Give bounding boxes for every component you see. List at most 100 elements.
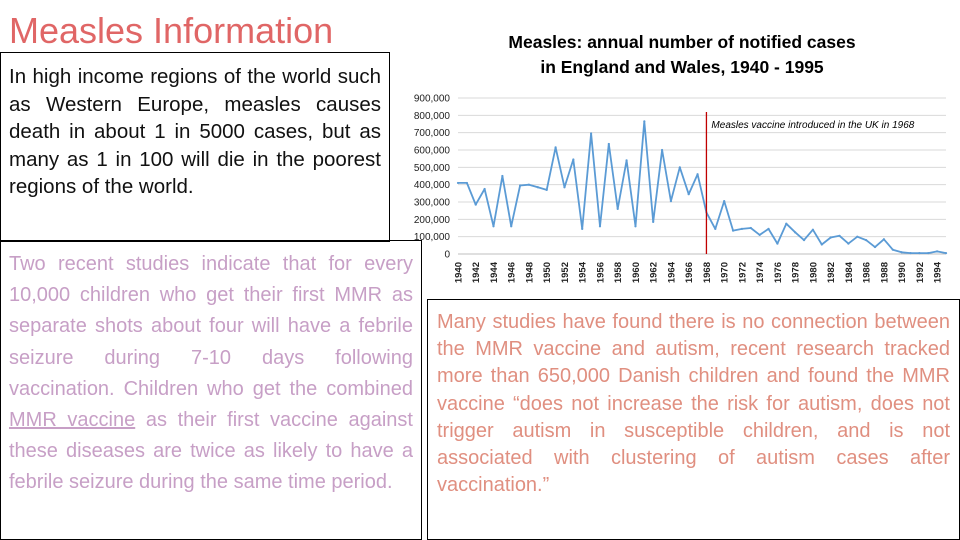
data-point (731, 229, 735, 232)
x-tick-label: 1968 (702, 262, 713, 283)
y-tick-label: 900,000 (414, 94, 451, 105)
data-point (634, 225, 637, 228)
death-rate-text: In high income regions of the world such… (9, 65, 381, 199)
x-tick-label: 1980 (808, 262, 819, 283)
data-point (687, 193, 690, 196)
data-point (492, 225, 495, 228)
febrile-seizure-textbox: Two recent studies indicate that for eve… (0, 240, 422, 540)
y-tick-label: 600,000 (414, 146, 451, 157)
mmr-vaccine-link[interactable]: MMR vaccine (9, 409, 136, 432)
autism-textbox: Many studies have found there is no conn… (427, 299, 960, 540)
data-point (519, 184, 522, 187)
y-tick-label: 700,000 (414, 128, 451, 139)
x-tick-label: 1944 (489, 261, 500, 283)
x-tick-label: 1956 (595, 262, 606, 283)
data-point (589, 132, 593, 135)
seizure-text-end: as their first vaccine against these dis… (9, 409, 413, 494)
cases-series-line (458, 120, 947, 255)
x-tick-label: 1942 (471, 262, 482, 283)
data-point (900, 251, 903, 254)
data-point (856, 235, 859, 238)
data-point (652, 220, 655, 224)
data-point (616, 207, 619, 211)
y-tick-label: 400,000 (414, 180, 451, 191)
data-point (572, 158, 575, 161)
data-point (501, 174, 504, 178)
data-point (829, 236, 832, 239)
data-point (927, 252, 930, 255)
y-tick-label: 800,000 (414, 111, 451, 122)
data-point (802, 239, 806, 242)
x-tick-label: 1986 (862, 262, 873, 283)
data-point (936, 250, 939, 253)
data-point (607, 142, 610, 146)
y-tick-label: 500,000 (414, 163, 451, 174)
seizure-text-start: Two recent studies indicate that for eve… (9, 253, 413, 400)
x-tick-label: 1988 (879, 262, 890, 283)
data-point (740, 227, 744, 230)
data-point (882, 238, 885, 241)
x-tick-label: 1974 (755, 261, 766, 283)
data-point (838, 234, 841, 237)
x-tick-label: 1966 (684, 262, 695, 283)
chart-title-line: in England and Wales, 1940 - 1995 (540, 57, 824, 77)
data-point (465, 181, 468, 185)
x-tick-label: 1950 (542, 262, 553, 283)
data-point (554, 146, 557, 149)
data-point (873, 245, 877, 249)
x-tick-label: 1982 (826, 262, 837, 283)
measles-chart: Measles: annual number of notified cases… (396, 26, 960, 296)
x-tick-label: 1954 (578, 261, 589, 283)
slide-title: Measles Information (9, 10, 334, 51)
data-point (643, 120, 646, 123)
data-point (536, 186, 539, 189)
data-point (563, 186, 566, 189)
data-point (767, 227, 770, 230)
x-tick-label: 1962 (649, 262, 660, 283)
data-point (456, 181, 460, 185)
data-point (696, 173, 699, 176)
data-point (723, 200, 726, 203)
data-point (669, 200, 673, 203)
y-tick-label: 0 (444, 250, 450, 261)
data-point (785, 222, 788, 225)
data-point (811, 228, 815, 231)
data-point (678, 166, 681, 169)
data-point (776, 242, 779, 245)
measles-chart-svg: Measles: annual number of notified cases… (414, 32, 948, 283)
x-tick-label: 1990 (897, 262, 908, 283)
chart-title-line: Measles: annual number of notified cases (508, 32, 855, 52)
death-rate-textbox: In high income regions of the world such… (0, 52, 390, 242)
x-tick-label: 1952 (560, 262, 571, 283)
data-point (918, 252, 921, 255)
data-point (944, 252, 948, 255)
data-point (749, 226, 752, 230)
data-point (865, 239, 868, 242)
x-tick-label: 1992 (915, 262, 926, 283)
data-point (598, 225, 602, 228)
x-tick-label: 1948 (524, 262, 535, 283)
x-tick-label: 1964 (666, 261, 677, 283)
data-point (794, 231, 797, 234)
x-tick-label: 1970 (720, 262, 731, 283)
data-point (581, 227, 584, 230)
x-tick-label: 1946 (507, 262, 518, 283)
data-point (625, 159, 628, 162)
x-tick-label: 1958 (613, 262, 624, 283)
data-point (758, 233, 761, 237)
data-point (714, 227, 717, 230)
data-point (510, 225, 513, 228)
y-tick-label: 100,000 (414, 232, 451, 243)
x-tick-label: 1978 (791, 262, 802, 283)
data-point (660, 148, 664, 152)
y-tick-label: 200,000 (414, 215, 451, 226)
data-point (820, 243, 823, 246)
data-point (474, 203, 477, 206)
data-point (527, 183, 531, 186)
x-tick-label: 1984 (844, 261, 855, 283)
data-point (483, 187, 486, 191)
data-point (545, 188, 548, 191)
x-tick-label: 1960 (631, 262, 642, 283)
x-tick-label: 1976 (773, 262, 784, 283)
x-tick-label: 1972 (737, 262, 748, 283)
